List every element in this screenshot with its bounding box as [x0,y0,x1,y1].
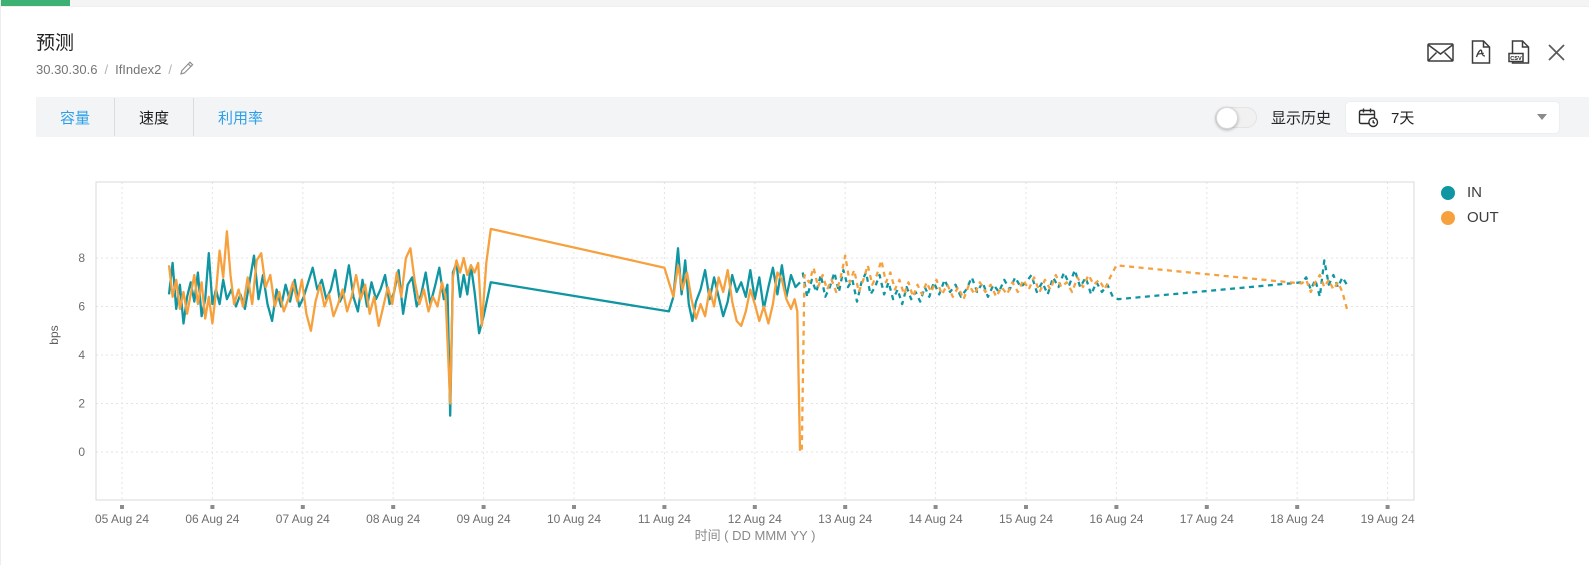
tab-capacity[interactable]: 容量 [36,97,114,137]
x-tick-label: 18 Aug 24 [1270,512,1324,526]
series-line-out-history [167,227,802,451]
chart-controls: 显示历史 7天 [1214,97,1560,137]
page-title: 预测 [36,33,75,54]
tab-speed[interactable]: 速度 [115,97,193,137]
x-tick-label: 06 Aug 24 [185,512,239,526]
legend-item-in[interactable]: IN [1441,184,1499,201]
x-tick-mark [933,505,938,509]
time-range-select[interactable]: 7天 [1345,100,1560,134]
x-tick-label: 09 Aug 24 [457,512,511,526]
email-button[interactable] [1425,41,1456,67]
tab-separator [114,98,116,136]
legend-label-in: IN [1467,184,1482,201]
toggle-knob-icon [1215,107,1238,129]
x-tick-mark [1024,505,1028,509]
x-tick-label: 13 Aug 24 [818,512,872,526]
pdf-export-button[interactable] [1469,38,1493,69]
breadcrumb-interface: IfIndex2 [115,62,162,77]
x-tick-label: 16 Aug 24 [1089,512,1143,526]
tab-utilization[interactable]: 利用率 [194,97,287,137]
x-tick-mark [1204,505,1209,509]
x-tick-mark [1114,505,1119,509]
x-tick-mark [1295,505,1300,509]
legend-label-out: OUT [1467,209,1499,226]
x-tick-mark [391,505,396,509]
chart-legend: IN OUT [1441,184,1499,226]
chart-axes: 0 2 4 6 8 05 Aug 24 06 Aug 24 07 Aug 24 08 Aug 2… [78,251,1415,526]
y-axis-title: bps [47,325,61,344]
y-tick-label: 8 [78,251,85,265]
close-icon [1547,43,1566,65]
in-series-dot-icon [1441,185,1455,200]
x-tick-mark [843,505,848,509]
csv-icon-text: CSV [1510,56,1522,62]
close-button[interactable] [1545,41,1568,67]
top-progress-bar [1,0,1589,7]
pdf-file-icon [1471,40,1491,67]
x-tick-mark [752,505,757,509]
calendar-clock-icon [1358,107,1379,128]
x-tick-label: 05 Aug 24 [95,512,149,526]
chart-series [167,227,1349,451]
breadcrumb: 30.30.30.6 / IfIndex2 / [36,60,195,79]
x-tick-label: 10 Aug 24 [547,512,601,526]
x-tick-label: 19 Aug 24 [1361,512,1415,526]
x-tick-label: 15 Aug 24 [999,512,1053,526]
tab-separator [193,98,195,136]
y-tick-label: 4 [78,348,85,362]
series-line-out-forecast [800,254,1349,450]
legend-item-out[interactable]: OUT [1441,209,1499,226]
breadcrumb-device: 30.30.30.6 [36,62,98,77]
chevron-down-icon [1537,114,1547,120]
breadcrumb-separator: / [104,62,109,77]
top-progress-indicator [1,0,70,6]
x-tick-mark [572,505,576,509]
time-range-value: 7天 [1391,109,1415,127]
x-tick-label: 14 Aug 24 [909,512,963,526]
y-tick-label: 6 [78,300,85,314]
x-tick-label: 08 Aug 24 [366,512,420,526]
header-actions: CSV [1425,38,1568,69]
x-tick-mark [300,505,305,509]
csv-file-icon: CSV [1508,40,1530,67]
chart-grid [96,182,1414,500]
out-series-dot-icon [1441,210,1455,225]
x-tick-mark [210,505,215,509]
series-line-in-history [167,247,801,417]
breadcrumb-separator: / [168,62,172,77]
x-tick-label: 11 Aug 24 [638,512,691,526]
x-tick-label: 17 Aug 24 [1180,512,1234,526]
y-tick-label: 0 [78,445,85,459]
edit-pencil-icon [179,60,195,79]
x-tick-mark [662,505,667,509]
x-axis-title: 时间 ( DD MMM YY ) [695,528,816,543]
show-history-toggle[interactable] [1214,106,1257,129]
plot-border [95,181,1415,501]
x-tick-mark [120,505,124,509]
show-history-label: 显示历史 [1270,109,1331,127]
x-tick-label: 07 Aug 24 [276,512,330,526]
x-tick-mark [1385,505,1390,509]
x-tick-label: 12 Aug 24 [728,512,782,526]
csv-export-button[interactable]: CSV [1506,38,1532,69]
tab-bar: 容量 速度 利用率 显示历史 7天 [36,97,1589,137]
x-tick-mark [481,505,486,509]
edit-button[interactable] [179,60,195,79]
envelope-icon [1427,42,1454,65]
series-line-in-forecast [801,259,1348,306]
y-tick-label: 2 [78,397,85,411]
